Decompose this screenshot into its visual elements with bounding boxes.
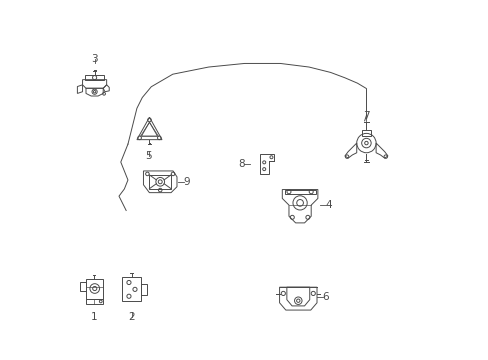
Text: 4: 4 [325, 200, 331, 210]
Text: 5: 5 [145, 150, 152, 161]
Text: 6: 6 [322, 292, 328, 302]
Text: 3: 3 [91, 54, 98, 64]
Text: 7: 7 [363, 111, 369, 121]
Text: 9: 9 [183, 177, 190, 187]
Text: 2: 2 [128, 312, 135, 322]
Text: 8: 8 [237, 159, 244, 169]
Text: 1: 1 [90, 312, 97, 322]
